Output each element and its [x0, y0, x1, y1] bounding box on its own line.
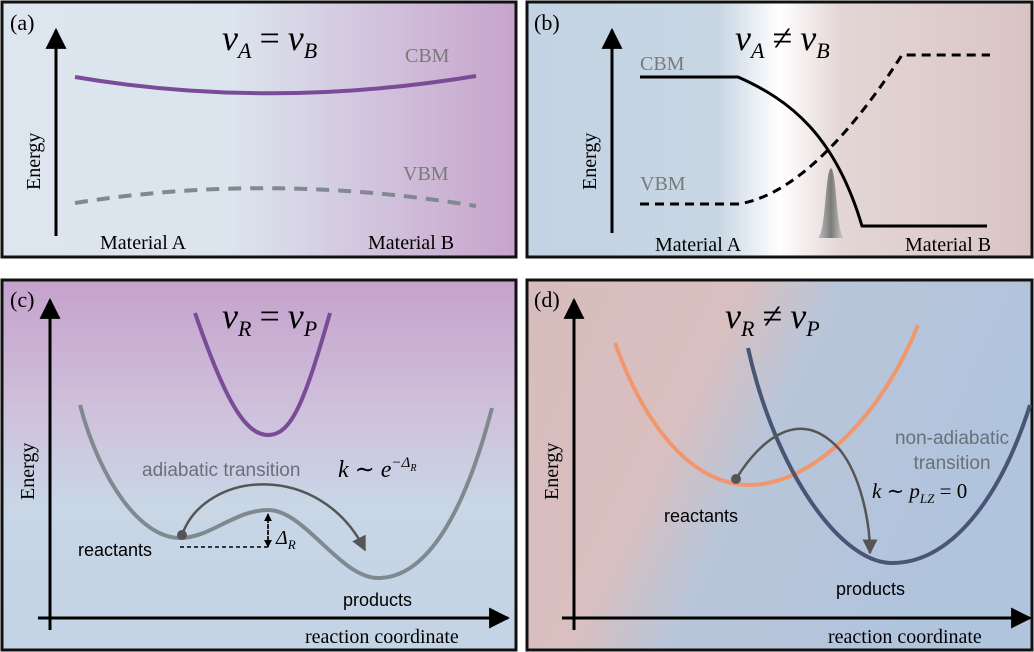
panel-c-xlabel: reaction coordinate	[305, 626, 459, 648]
panel-c-upper-surface	[193, 312, 332, 438]
panel-b-vbm-label: VBM	[640, 173, 686, 195]
panel-d-rate-label: k ∼ pLZ = 0	[872, 479, 967, 506]
panel-a-energy-label: Energy	[23, 133, 45, 190]
panel-b-energy-label: Energy	[579, 133, 601, 190]
panel-a-label: (a)	[10, 10, 34, 35]
panel-c-title: νR = νP	[222, 296, 317, 341]
panel-d-transition-arrow	[734, 427, 878, 555]
panel-c: (c) νR = νP Energy reaction coordinate ΔR …	[0, 278, 518, 652]
panel-d-products-label: products	[836, 579, 905, 599]
panel-d: (d) νR ≠ νP Energy reaction coordinate non…	[525, 278, 1034, 652]
panel-c-products-label: products	[343, 590, 412, 610]
panel-a-vbm-curve	[74, 186, 477, 208]
panel-b-material-b: Material B	[905, 234, 991, 256]
panel-d-transition-line2: transition	[913, 453, 990, 474]
panel-b-material-a: Material A	[655, 234, 742, 256]
panel-d-reactants-label: reactants	[664, 506, 738, 526]
panel-b-title: νA ≠ νB	[735, 18, 830, 63]
panel-b-label: (b)	[534, 10, 560, 35]
panel-c-reactants-label: reactants	[78, 540, 152, 560]
panel-c-label: (c)	[10, 287, 34, 312]
panel-c-frame	[0, 278, 518, 652]
panel-d-transition-line1: non-adiabatic	[895, 428, 1009, 449]
panel-c-energy-label: Energy	[17, 443, 39, 500]
panel-a: (a) νA = νB Energy CBM VBM Material A Mate…	[0, 0, 518, 259]
panel-d-xlabel: reaction coordinate	[828, 626, 982, 648]
panel-d-label: (d)	[534, 287, 560, 312]
panel-a-cbm-label: CBM	[405, 45, 450, 67]
panel-a-material-a: Material A	[100, 232, 187, 254]
panel-c-transition-label: adiabatic transition	[142, 460, 300, 481]
panel-d-reactant-surface	[613, 324, 920, 488]
panel-d-product-surface	[746, 347, 1032, 566]
panel-d-title: νR ≠ νP	[725, 296, 820, 341]
panel-b-gaussian-peak	[818, 168, 844, 238]
panel-a-cbm-curve	[74, 74, 477, 96]
panel-c-transition-arrow	[180, 483, 367, 552]
panel-a-title: νA = νB	[222, 18, 317, 63]
panel-a-material-b: Material B	[368, 232, 454, 254]
panel-b: (b) νA ≠ νB Energy CBM VBM Material A Mate…	[525, 0, 1034, 259]
panel-c-lower-surface	[78, 404, 494, 581]
panel-b-cbm-curve	[640, 75, 987, 228]
panel-c-rate-label: k ∼ e−ΔR	[338, 455, 416, 483]
panel-b-cbm-label: CBM	[640, 53, 685, 75]
panel-c-delta-label: ΔR	[275, 527, 296, 552]
panel-d-energy-label: Energy	[541, 443, 563, 500]
panel-b-vbm-curve	[640, 53, 990, 206]
panel-a-vbm-label: VBM	[403, 163, 449, 185]
panel-a-frame	[0, 0, 518, 259]
panel-d-frame	[525, 278, 1034, 652]
